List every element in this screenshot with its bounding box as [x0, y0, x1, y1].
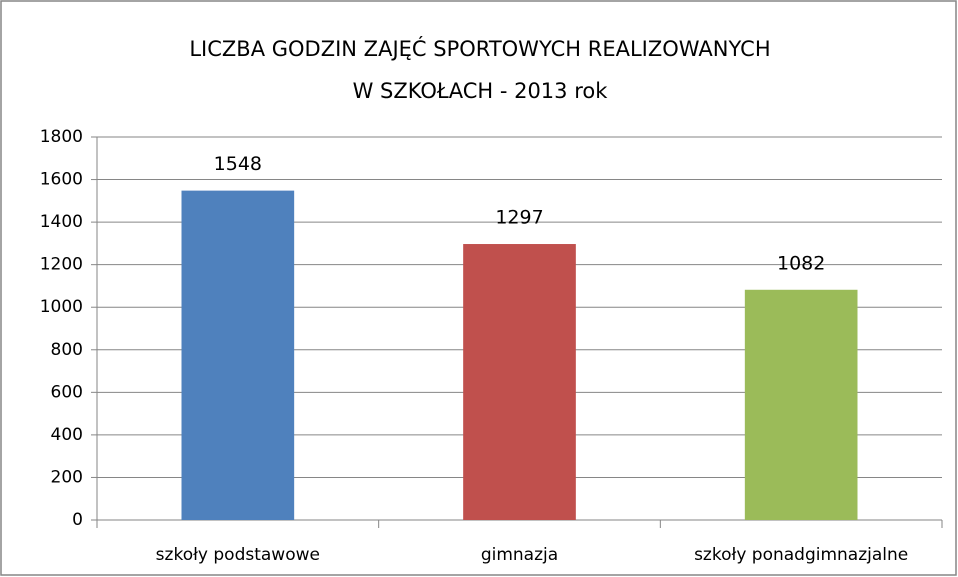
y-tick-label: 1800: [40, 127, 83, 147]
x-tick-label: szkoły ponadgimnazjalne: [694, 545, 908, 565]
y-tick-label: 1200: [40, 255, 83, 275]
data-label: 1297: [495, 207, 543, 229]
y-tick-label: 800: [51, 340, 83, 360]
y-tick-label: 400: [51, 425, 83, 445]
x-tick-label: gimnazja: [481, 545, 558, 565]
chart-title: W SZKOŁACH - 2013 rok: [353, 79, 609, 103]
y-tick-label: 1400: [40, 212, 83, 232]
y-tick-label: 200: [51, 467, 83, 487]
y-tick-label: 0: [72, 510, 83, 530]
bar: [744, 289, 858, 520]
bar: [181, 190, 295, 520]
chart-title: LICZBA GODZIN ZAJĘĆ SPORTOWYCH REALIZOWA…: [189, 36, 770, 61]
bar: [463, 244, 576, 520]
y-tick-label: 600: [51, 382, 83, 402]
data-label: 1548: [214, 153, 262, 175]
y-tick-label: 1000: [40, 297, 83, 317]
data-label: 1082: [777, 252, 825, 274]
y-tick-label: 1600: [40, 170, 83, 190]
x-tick-label: szkoły podstawowe: [156, 545, 320, 565]
